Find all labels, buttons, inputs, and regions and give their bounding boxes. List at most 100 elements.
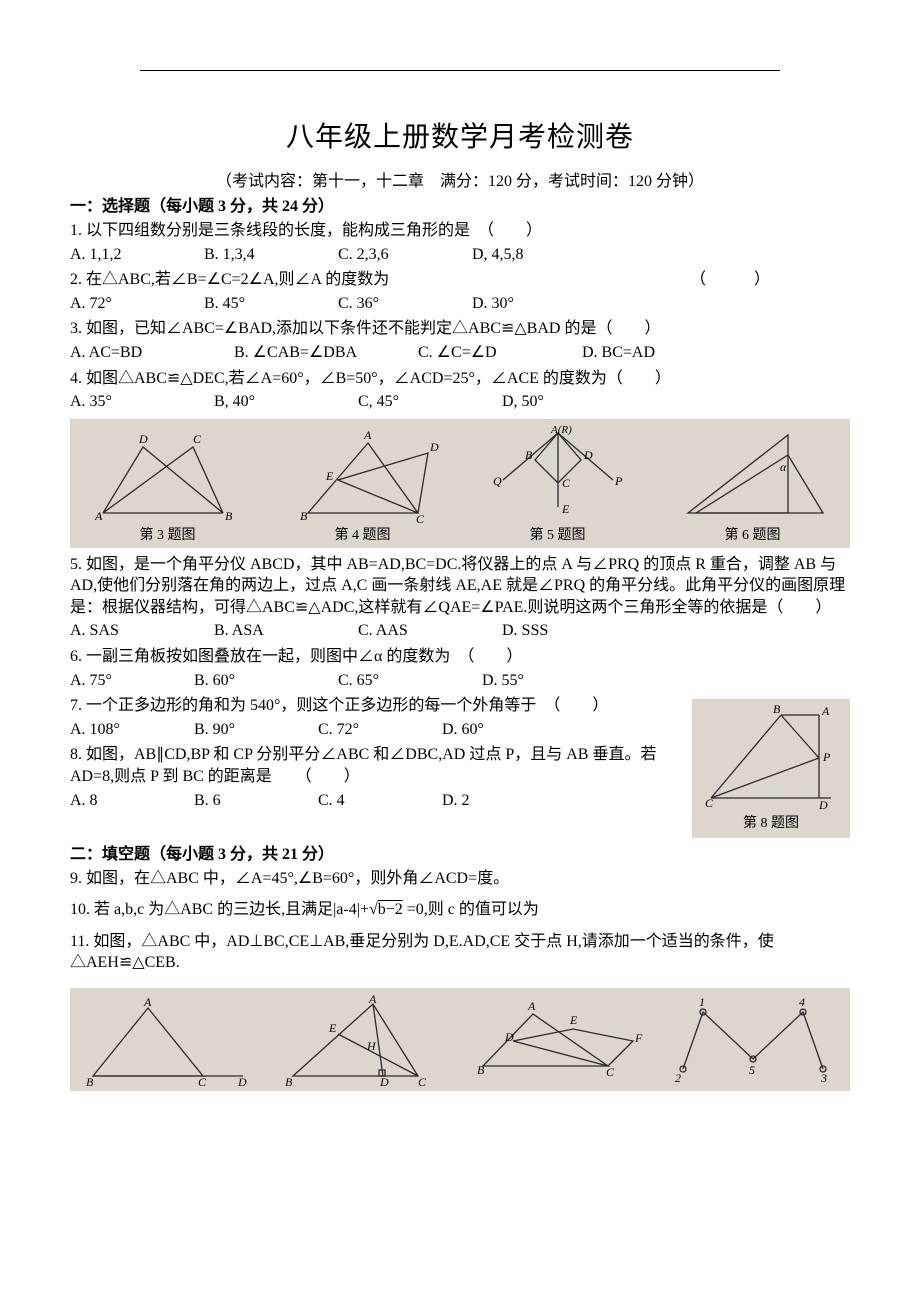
svg-text:B: B [86, 1075, 94, 1089]
q4-opt-d: D, 50° [502, 391, 544, 413]
question-5-options: A. SAS B. ASA C. AAS D. SSS [70, 620, 850, 642]
svg-text:B: B [300, 509, 308, 523]
svg-text:1: 1 [699, 995, 705, 1009]
q2-opt-d: D. 30° [472, 293, 514, 315]
svg-text:D: D [583, 448, 593, 462]
q1-opt-c: C. 2,3,6 [338, 244, 468, 266]
q7-opt-a: A. 108° [70, 719, 190, 741]
figure-q6-svg: α [668, 425, 838, 525]
question-1-options: A. 1,1,2 B. 1,3,4 C. 2,3,6 D, 4,5,8 [70, 244, 850, 266]
svg-text:C: C [418, 1075, 427, 1089]
figure-q13: 1 4 2 5 3 [655, 988, 850, 1091]
figure-q3: D C A B 第 3 题图 [70, 419, 265, 548]
q1-opt-a: A. 1,1,2 [70, 244, 200, 266]
svg-text:B: B [773, 703, 781, 716]
svg-text:B: B [477, 1063, 485, 1077]
question-6: 6. 一副三角板按如图叠放在一起，则图中∠α 的度数为 （ ） [70, 646, 850, 668]
figure-q8-svg: B A P C D [701, 703, 841, 813]
figure-row-2: A B C D A E H B D C [70, 988, 850, 1091]
q5-opt-a: A. SAS [70, 620, 210, 642]
q5-opt-d: D. SSS [502, 620, 548, 642]
question-2-options: A. 72° B. 45° C. 36° D. 30° [70, 293, 850, 315]
svg-text:C: C [562, 476, 571, 490]
q2-opt-c: C. 36° [338, 293, 468, 315]
section-2-heading: 二：填空题（每小题 3 分，共 21 分） [70, 844, 850, 866]
q10-part-a: 10. 若 a,b,c 为△ABC 的三边长,且满足|a-4|+ [70, 901, 369, 918]
svg-text:C: C [606, 1065, 615, 1079]
svg-text:4: 4 [799, 995, 805, 1009]
q5-opt-b: B. ASA [214, 620, 354, 642]
svg-text:5: 5 [749, 1063, 755, 1077]
q2-blank: （ ） [690, 269, 850, 291]
question-2: 2. 在△ABC,若∠B=∠C=2∠A,则∠A 的度数为 （ ） [70, 269, 850, 291]
figure-q12: A E F D B C [460, 988, 655, 1091]
figure-q5: A(R) B D Q P C E 第 5 题图 [460, 419, 655, 548]
svg-text:B: B [525, 448, 533, 462]
section-1-heading: 一：选择题（每小题 3 分，共 24 分） [70, 196, 850, 218]
figure-q11-svg: A E H B D C [273, 994, 453, 1089]
figure-row-1: D C A B 第 3 题图 A D E B C 第 4 题图 [70, 419, 850, 548]
q3-opt-d: D. BC=AD [582, 342, 655, 364]
question-10: 10. 若 a,b,c 为△ABC 的三边长,且满足|a-4|+√b−2 =0,… [70, 899, 850, 921]
figure-q4: A D E B C 第 4 题图 [265, 419, 460, 548]
question-3: 3. 如图，已知∠ABC=∠BAD,添加以下条件还不能判定△ABC≌△BAD 的… [70, 318, 850, 340]
figure-q6-caption: 第 6 题图 [659, 527, 846, 546]
svg-text:D: D [379, 1075, 389, 1089]
svg-text:D: D [429, 440, 439, 454]
q6-opt-b: B. 60° [194, 670, 334, 692]
svg-text:A(R): A(R) [550, 425, 572, 436]
svg-text:A: A [368, 994, 377, 1006]
figure-q11: A E H B D C [265, 988, 460, 1091]
svg-text:B: B [225, 509, 233, 523]
svg-text:H: H [366, 1039, 377, 1053]
svg-text:E: E [569, 1013, 578, 1027]
question-9: 9. 如图，在△ABC 中，∠A=45°,∠B=60°，则外角∠ACD=度。 [70, 868, 850, 890]
figure-q13-svg: 1 4 2 5 3 [663, 994, 843, 1089]
svg-text:α: α [780, 460, 787, 474]
svg-text:E: E [325, 469, 334, 483]
figure-q4-svg: A D E B C [278, 425, 448, 525]
q4-opt-c: C, 45° [358, 391, 498, 413]
page-title: 八年级上册数学月考检测卷 [70, 119, 850, 157]
question-6-options: A. 75° B. 60° C. 65° D. 55° [70, 670, 850, 692]
svg-text:A: A [363, 428, 372, 442]
q6-opt-d: D. 55° [482, 670, 524, 692]
header-rule [140, 70, 780, 71]
svg-text:3: 3 [820, 1071, 827, 1085]
figure-q6: α 第 6 题图 [655, 419, 850, 548]
q8-opt-c: C. 4 [318, 790, 438, 812]
q3-opt-c: C. ∠C=∠D [418, 342, 578, 364]
q3-opt-a: A. AC=BD [70, 342, 230, 364]
svg-text:C: C [416, 512, 425, 525]
svg-text:A: A [527, 999, 536, 1013]
q3-opt-b: B. ∠CAB=∠DBA [234, 342, 414, 364]
svg-text:E: E [328, 1021, 337, 1035]
q8-opt-a: A. 8 [70, 790, 190, 812]
figure-q8: B A P C D 第 8 题图 [692, 699, 850, 838]
sqrt-icon: √ [369, 901, 378, 918]
svg-text:A: A [821, 704, 830, 718]
q7-opt-b: B. 90° [194, 719, 314, 741]
question-4: 4. 如图△ABC≌△DEC,若∠A=60°，∠B=50°，∠ACD=25°，∠… [70, 368, 850, 390]
svg-text:D: D [237, 1075, 247, 1089]
svg-text:D: D [504, 1030, 514, 1044]
figure-q12-svg: A E F D B C [468, 994, 648, 1089]
svg-text:A: A [94, 509, 103, 523]
q4-opt-a: A. 35° [70, 391, 210, 413]
figure-q3-svg: D C A B [83, 425, 253, 525]
q1-opt-d: D, 4,5,8 [472, 244, 524, 266]
svg-text:C: C [193, 432, 202, 446]
exam-meta: （考试内容：第十一，十二章 满分：120 分，考试时间：120 分钟） [70, 171, 850, 193]
figure-q3-caption: 第 3 题图 [74, 527, 261, 546]
q6-opt-c: C. 65° [338, 670, 478, 692]
svg-text:Q: Q [493, 474, 502, 488]
svg-text:C: C [705, 796, 714, 810]
q2-opt-a: A. 72° [70, 293, 200, 315]
question-1: 1. 以下四组数分别是三条线段的长度，能构成三角形的是 （ ） [70, 220, 850, 242]
q8-opt-b: B. 6 [194, 790, 314, 812]
q2-stem: 2. 在△ABC,若∠B=∠C=2∠A,则∠A 的度数为 [70, 271, 389, 288]
figure-q9: A B C D [70, 988, 265, 1091]
question-11: 11. 如图，△ABC 中，AD⊥BC,CE⊥AB,垂足分别为 D,E.AD,C… [70, 931, 850, 974]
svg-text:B: B [285, 1075, 293, 1089]
question-5: 5. 如图，是一个角平分仪 ABCD，其中 AB=AD,BC=DC.将仪器上的点… [70, 554, 850, 619]
